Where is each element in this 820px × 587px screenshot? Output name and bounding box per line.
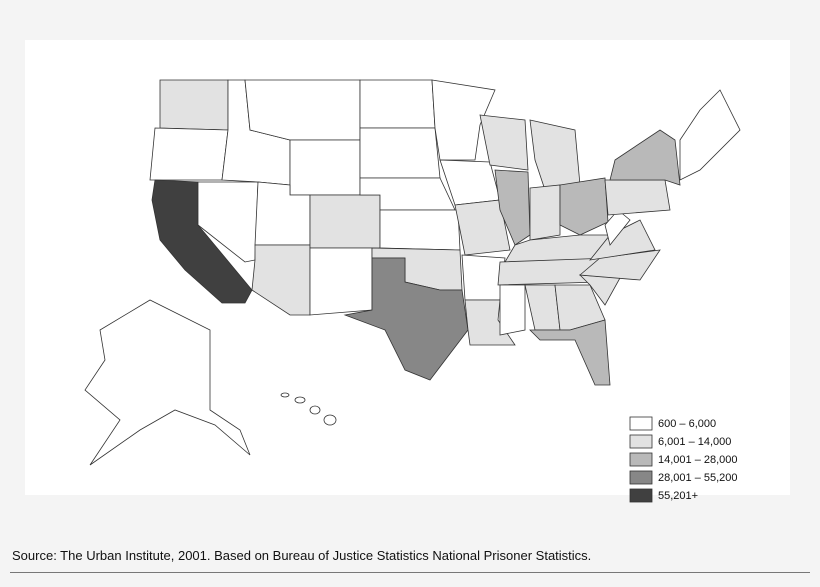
legend-swatch (629, 434, 653, 449)
legend-swatch (629, 488, 653, 503)
divider (10, 572, 810, 573)
legend-swatch (629, 452, 653, 467)
legend-label: 55,201+ (658, 490, 698, 502)
legend-swatch (629, 416, 653, 431)
states (84, 79, 741, 466)
legend: 600 – 6,000 6,001 – 14,000 14,001 – 28,000… (629, 416, 738, 503)
legend-label: 28,001 – 55,200 (658, 472, 738, 484)
legend-label: 14,001 – 28,000 (658, 454, 738, 466)
legend-label: 6,001 – 14,000 (658, 436, 731, 448)
legend-swatch (629, 470, 653, 485)
source-note: Source: The Urban Institute, 2001. Based… (12, 548, 592, 563)
legend-label: 600 – 6,000 (658, 418, 716, 430)
